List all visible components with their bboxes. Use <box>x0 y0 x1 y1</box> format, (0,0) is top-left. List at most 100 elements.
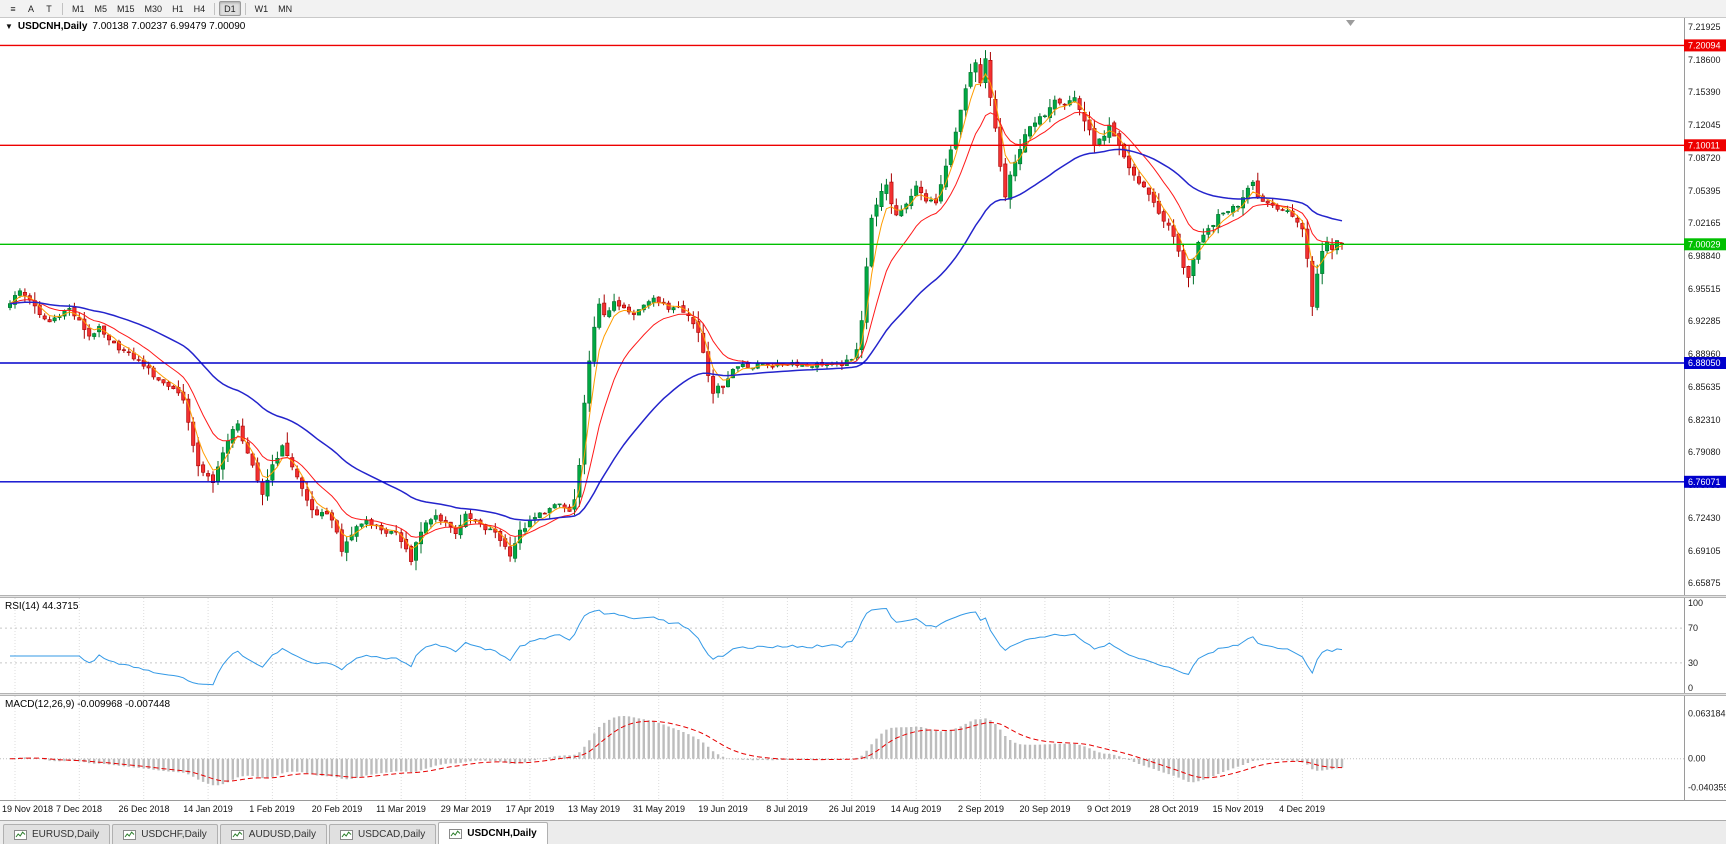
time-axis-label: 7 Dec 2018 <box>55 804 103 814</box>
svg-text:6.79080: 6.79080 <box>1688 447 1721 457</box>
macd-canvas[interactable]: 0.063184 0.00 -0.040359 <box>0 696 1726 800</box>
svg-text:7.15390: 7.15390 <box>1688 87 1721 97</box>
rsi-panel[interactable]: RSI(14) 44.3715 100 70 30 0 <box>0 598 1726 693</box>
timeframe-button-h1[interactable]: H1 <box>172 3 184 14</box>
price-tag: 6.76071 <box>1684 475 1726 488</box>
timeframe-button-mn[interactable]: MN <box>278 3 293 14</box>
rsi-canvas[interactable]: 100 70 30 0 <box>0 598 1726 693</box>
svg-text:7.02165: 7.02165 <box>1688 218 1721 228</box>
tab-label: EURUSD,Daily <box>32 829 100 840</box>
macd-signal-line <box>10 720 1343 782</box>
timeframe-button-h4[interactable]: H4 <box>193 3 206 14</box>
time-axis-label: 11 Mar 2019 <box>376 804 426 814</box>
toolbar-separator <box>62 2 63 15</box>
symbol-tabs: EURUSD,Daily USDCHF,Daily AUDUSD,Daily USDC… <box>0 820 1726 844</box>
svg-text:7.21925: 7.21925 <box>1688 22 1721 32</box>
time-axis-label: 31 May 2019 <box>632 804 686 814</box>
ma-fast-line <box>9 72 1343 550</box>
macd-label-wrap: MACD(12,26,9) -0.009968 -0.007448 <box>5 699 170 710</box>
rsi-line <box>10 607 1343 686</box>
timeframe-button-m1[interactable]: M1 <box>72 3 85 14</box>
panel-separator[interactable] <box>0 693 1726 696</box>
price-axis-labels: 7.21925 7.18600 7.15390 7.12045 7.08720 7.053… <box>1688 22 1721 588</box>
svg-text:6.76071: 6.76071 <box>1688 477 1721 487</box>
price-tag: 7.20094 <box>1684 39 1726 52</box>
tab-usdcad[interactable]: USDCAD,Daily <box>329 824 437 844</box>
price-tag: 7.00029 <box>1684 238 1726 251</box>
time-axis-label: 14 Jan 2019 <box>183 804 233 814</box>
chart-title-ohlc: 7.00138 7.00237 6.99479 7.00090 <box>92 21 246 32</box>
price-tag: 6.88050 <box>1684 357 1726 369</box>
chart-shift-marker[interactable] <box>1346 20 1355 26</box>
timeframe-button-w1[interactable]: W1 <box>254 3 269 14</box>
svg-text:6.92285: 6.92285 <box>1688 316 1721 326</box>
candles <box>8 50 1344 571</box>
tab-eurusd[interactable]: EURUSD,Daily <box>3 824 111 844</box>
macd-axis-labels: 0.063184 0.00 -0.040359 <box>1688 709 1726 793</box>
chart-title: ▼ USDCNH,Daily 7.00138 7.00237 6.99479 7… <box>5 21 245 32</box>
time-axis-label: 14 Aug 2019 <box>890 804 942 814</box>
time-axis[interactable]: 19 Nov 2018 7 Dec 2018 26 Dec 2018 14 Jan 2… <box>0 800 1726 820</box>
toolbar-separator <box>214 2 216 15</box>
toolbar-tools: ≡ A T <box>4 1 58 16</box>
svg-text:7.20094: 7.20094 <box>1688 41 1721 51</box>
time-axis-label: 17 Apr 2019 <box>505 804 555 814</box>
chart-icon <box>14 829 27 840</box>
time-axis-label: 8 Jul 2019 <box>766 804 808 814</box>
chart-icon <box>123 829 137 840</box>
cursor-icon[interactable]: A <box>27 3 34 14</box>
macd-panel[interactable]: MACD(12,26,9) -0.009968 -0.007448 0.0631… <box>0 696 1726 800</box>
macd-label: MACD(12,26,9) -0.009968 -0.007448 <box>5 699 171 710</box>
svg-text:0: 0 <box>1688 683 1693 693</box>
timeframe-button-m15[interactable]: M15 <box>117 3 135 14</box>
time-axis-label: 26 Dec 2018 <box>118 804 170 814</box>
time-axis-label: 4 Dec 2019 <box>1278 804 1326 814</box>
macd-histogram <box>13 716 1344 786</box>
time-axis-label: 19 Nov 2018 <box>2 804 54 814</box>
svg-text:6.82310: 6.82310 <box>1688 415 1721 425</box>
time-axis-label: 1 Feb 2019 <box>249 804 295 814</box>
time-axis-label: 29 Mar 2019 <box>440 804 492 814</box>
price-tag: 7.10011 <box>1684 139 1726 152</box>
time-axis-label: 26 Jul 2019 <box>828 804 876 814</box>
tab-audusd[interactable]: AUDUSD,Daily <box>219 824 328 844</box>
timeframe-button-m5[interactable]: M5 <box>94 3 108 14</box>
time-axis-label: 2 Sep 2019 <box>957 804 1005 814</box>
svg-text:7.00029: 7.00029 <box>1688 240 1721 250</box>
svg-text:30: 30 <box>1688 658 1698 668</box>
svg-text:70: 70 <box>1688 623 1698 633</box>
svg-text:7.05395: 7.05395 <box>1688 186 1721 196</box>
tab-label: USDCHF,Daily <box>141 829 207 840</box>
svg-text:7.12045: 7.12045 <box>1688 120 1721 130</box>
tab-usdchf[interactable]: USDCHF,Daily <box>112 824 218 844</box>
time-axis-label: 9 Oct 2019 <box>1086 804 1132 814</box>
time-axis-label: 28 Oct 2019 <box>1149 804 1199 814</box>
main-chart-panel[interactable]: ▼ USDCNH,Daily 7.00138 7.00237 6.99479 7… <box>0 18 1726 595</box>
tab-label: AUDUSD,Daily <box>248 829 317 840</box>
svg-text:6.88050: 6.88050 <box>1688 358 1721 368</box>
svg-text:6.85635: 6.85635 <box>1688 382 1721 392</box>
tab-usdcnh[interactable]: USDCNH,Daily <box>438 822 548 844</box>
time-axis-label: 13 May 2019 <box>567 804 621 814</box>
chart-icon <box>230 829 244 840</box>
svg-text:0.063184: 0.063184 <box>1688 709 1726 719</box>
panel-separator[interactable] <box>0 595 1726 598</box>
timeframe-button-m30[interactable]: M30 <box>144 3 163 14</box>
ma-mid-line <box>9 111 1343 538</box>
ma-slow-line <box>9 148 1343 522</box>
timeframe-button-d1[interactable]: D1 <box>219 1 241 16</box>
svg-text:6.88960: 6.88960 <box>1688 349 1721 359</box>
time-axis-label: 15 Nov 2019 <box>1212 804 1264 814</box>
svg-text:7.10011: 7.10011 <box>1688 141 1720 151</box>
text-icon[interactable]: T <box>46 3 52 14</box>
svg-text:100: 100 <box>1688 598 1703 608</box>
toolbar-separator <box>244 2 246 15</box>
main-chart-canvas[interactable]: 7.21925 7.18600 7.15390 7.12045 7.08720 7.053… <box>0 18 1726 595</box>
chart-icon <box>340 829 354 840</box>
charts-menu-icon[interactable]: ≡ <box>10 3 16 14</box>
svg-text:6.72430: 6.72430 <box>1688 513 1721 523</box>
chart-menu-arrow-icon[interactable]: ▼ <box>5 22 13 31</box>
toolbar: ≡ A T M1 M5 M15 M30 H1 H4 D1 W1 MN <box>0 0 1726 18</box>
timeframe-group: M1 M5 M15 M30 H1 H4 D1 W1 MN <box>67 1 297 16</box>
